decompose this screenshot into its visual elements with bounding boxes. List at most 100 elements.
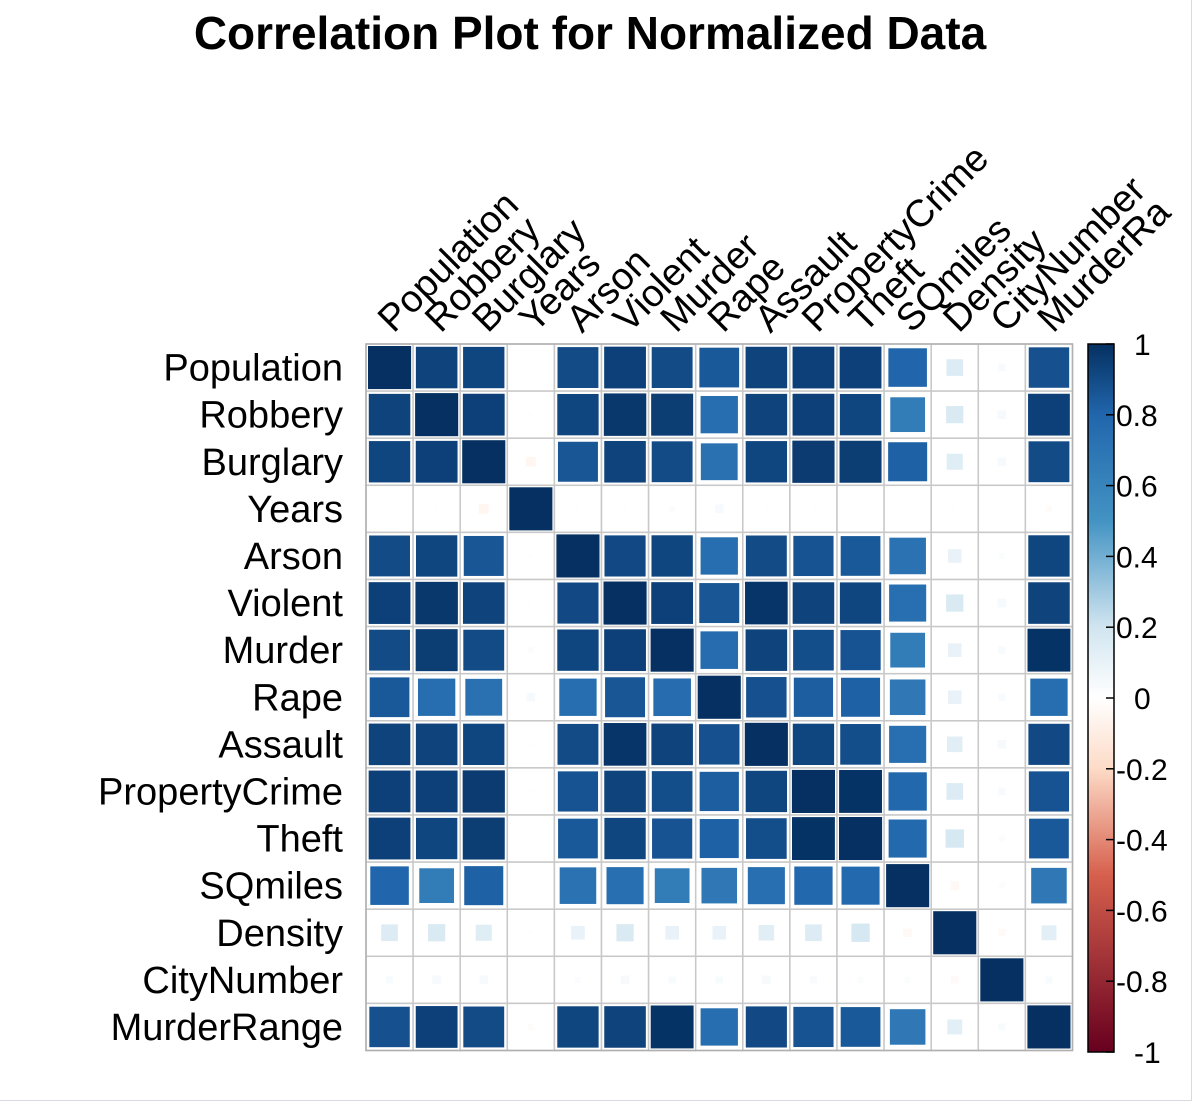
heatmap-cell-Robbery-PropertyCrime xyxy=(792,393,835,436)
heatmap-cell-CityNumber-Population xyxy=(385,976,394,984)
heatmap-cell-Murder-CityNumber xyxy=(998,646,1006,654)
heatmap-cell-PropertyCrime-Arson xyxy=(557,771,599,812)
heatmap-cell-Population-CityNumber xyxy=(998,363,1006,372)
heatmap-cell-Murder-Rape xyxy=(700,631,739,669)
cell-bg-10-3 xyxy=(506,814,556,863)
heatmap-cell-Theft-Population xyxy=(368,817,411,860)
heatmap-cell-Density-MurderRange xyxy=(1041,925,1057,941)
heatmap-cell-Density-CityNumber xyxy=(998,929,1006,937)
row-label-Theft: Theft xyxy=(256,819,343,861)
heatmap-cell-Assault-SQmiles xyxy=(889,725,927,763)
heatmap-cell-PropertyCrime-SQmiles xyxy=(888,772,927,811)
heatmap-cell-Robbery-Burglary xyxy=(462,393,505,436)
row-label-Burglary: Burglary xyxy=(202,442,344,484)
heatmap-cell-PropertyCrime-Population xyxy=(368,770,411,813)
heatmap-cell-Arson-Arson xyxy=(556,534,600,578)
heatmap-cell-Assault-Rape xyxy=(699,724,740,765)
heatmap-cell-MurderRange-Murder xyxy=(650,1005,694,1049)
heatmap-cell-Assault-Assault xyxy=(744,722,788,766)
heatmap-cell-Rape-CityNumber xyxy=(998,693,1006,701)
heatmap-cell-Violent-Rape xyxy=(699,583,740,624)
heatmap-cell-Rape-Years xyxy=(526,692,536,702)
heatmap-cell-Theft-MurderRange xyxy=(1029,818,1069,859)
heatmap-cell-Theft-Density xyxy=(945,829,964,848)
heatmap-cell-Burglary-Robbery xyxy=(415,440,458,483)
heatmap-cell-Murder-Population xyxy=(369,629,410,671)
heatmap-cell-Density-Burglary xyxy=(475,924,492,941)
heatmap-cell-PropertyCrime-Density xyxy=(946,783,964,800)
heatmap-cell-CityNumber-Rape xyxy=(715,976,723,984)
heatmap-cell-SQmiles-Theft xyxy=(841,866,880,905)
heatmap-cell-SQmiles-Robbery xyxy=(419,868,455,904)
heatmap-cell-Murder-Assault xyxy=(745,629,788,671)
row-labels: Population Robbery Burglary Years Arson Viole… xyxy=(98,348,343,1049)
row-label-SQmiles: SQmiles xyxy=(199,866,343,908)
heatmap-cell-Robbery-Murder xyxy=(651,393,694,436)
heatmap-cell-Arson-Theft xyxy=(840,536,881,576)
heatmap-cell-Murder-Density xyxy=(947,643,962,657)
heatmap-cell-SQmiles-SQmiles xyxy=(886,864,930,908)
heatmap-cell-SQmiles-Density xyxy=(950,881,960,890)
cell-bg-13-3 xyxy=(506,955,556,1005)
row-label-Population: Population xyxy=(163,348,343,390)
heatmap-cell-MurderRange-Robbery xyxy=(415,1006,458,1048)
heatmap-cell-Rape-Rape xyxy=(697,675,741,719)
heatmap-cell-Population-MurderRange xyxy=(1028,347,1070,388)
cell-bg-3-13 xyxy=(977,484,1027,534)
heatmap-cell-Density-Violent xyxy=(616,924,634,942)
colorbar-tick-label: 1 xyxy=(1134,329,1151,362)
heatmap-cell-Rape-PropertyCrime xyxy=(793,677,834,717)
heatmap-cell-Population-Arson xyxy=(557,347,599,388)
colorbar-tick-label: -0.4 xyxy=(1116,825,1168,858)
heatmap-cell-PropertyCrime-Burglary xyxy=(462,770,505,813)
heatmap-cell-Rape-SQmiles xyxy=(889,679,926,716)
heatmap-cell-Burglary-Arson xyxy=(557,441,598,482)
heatmap-cell-Population-Theft xyxy=(839,346,882,389)
row-label-Robbery: Robbery xyxy=(199,395,343,437)
heatmap-cell-CityNumber-PropertyCrime xyxy=(809,976,818,984)
heatmap-cell-Density-Assault xyxy=(758,924,775,941)
heatmap-cell-Murder-Murder xyxy=(650,628,694,672)
heatmap-cell-Rape-Violent xyxy=(605,677,646,718)
heatmap-cell-Theft-Arson xyxy=(558,818,598,859)
heatmap-cell-Robbery-Robbery xyxy=(415,393,459,437)
heatmap-cell-CityNumber-Theft xyxy=(857,976,864,983)
heatmap-cell-Burglary-Years xyxy=(526,456,536,467)
heatmap-cell-Density-Arson xyxy=(571,925,585,940)
cell-bg-0-3 xyxy=(506,343,556,392)
colorbar-tick-label: -0.8 xyxy=(1116,966,1168,999)
heatmap-cell-Burglary-Murder xyxy=(651,441,693,483)
heatmap-cell-Density-Years xyxy=(528,930,534,935)
heatmap-cell-Violent-Years xyxy=(528,600,534,606)
heatmap-cell-Burglary-Burglary xyxy=(462,440,506,484)
row-label-PropertyCrime: PropertyCrime xyxy=(98,771,343,813)
colorbar-tick-label: 0 xyxy=(1134,683,1151,716)
heatmap-cell-Years-PropertyCrime xyxy=(811,506,816,512)
heatmap-cell-Murder-PropertyCrime xyxy=(793,629,834,671)
row-label-MurderRange: MurderRange xyxy=(111,1007,343,1049)
heatmap-cell-Population-Population xyxy=(368,346,412,390)
row-label-Murder: Murder xyxy=(223,630,344,672)
heatmap-cell-Burglary-Violent xyxy=(604,440,646,483)
cell-bg-12-5 xyxy=(600,908,650,958)
heatmap-cell-MurderRange-Population xyxy=(369,1006,410,1048)
heatmap-cell-SQmiles-MurderRange xyxy=(1031,867,1067,904)
heatmap-cell-Robbery-Violent xyxy=(603,393,647,436)
heatmap-cell-MurderRange-Rape xyxy=(700,1008,738,1046)
colorbar-tick-label: 0.4 xyxy=(1116,541,1158,574)
heatmap-cell-Arson-MurderRange xyxy=(1028,535,1070,577)
heatmap-cell-Rape-Murder xyxy=(653,678,691,717)
heatmap-cell-SQmiles-PropertyCrime xyxy=(794,866,833,905)
heatmap-cell-Years-Years xyxy=(509,487,553,531)
heatmap-cell-MurderRange-SQmiles xyxy=(889,1009,926,1045)
heatmap-cell-Arson-SQmiles xyxy=(889,537,926,575)
heatmap-cell-Violent-Assault xyxy=(745,581,788,625)
heatmap-cell-Robbery-SQmiles xyxy=(890,397,926,433)
heatmap-cell-PropertyCrime-Theft xyxy=(839,770,882,813)
heatmap-cell-Violent-Theft xyxy=(839,582,882,624)
heatmap-cell-Assault-Years xyxy=(528,742,534,747)
heatmap-cell-MurderRange-Violent xyxy=(604,1006,646,1048)
heatmap-cell-Population-Robbery xyxy=(415,346,458,389)
